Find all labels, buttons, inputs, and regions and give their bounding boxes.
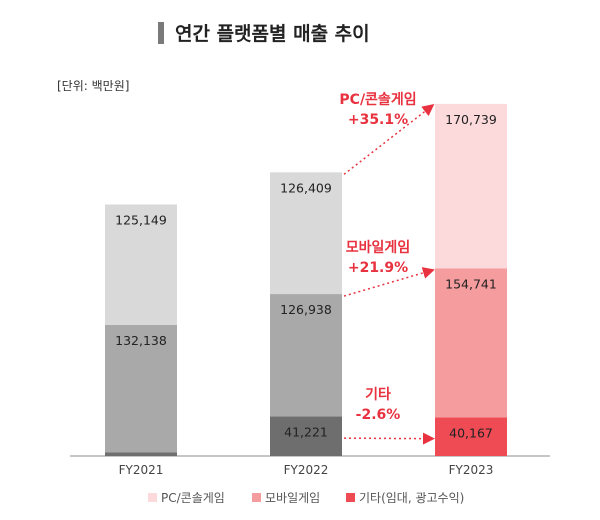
growth-arrow — [343, 432, 435, 445]
legend-label: 모바일게임 — [265, 491, 320, 505]
bar-fy2023-series-2 — [435, 103, 507, 269]
chart-title: 연간 플랫폼별 매출 추이 — [175, 23, 370, 45]
value-label: 132,138 — [115, 333, 167, 348]
legend: PC/콘솔게임 모바일게임 기타(임대, 광고수익) — [148, 491, 464, 505]
value-label: 40,167 — [449, 425, 493, 440]
x-ticks-group: FY2021 FY2022 FY2023 — [119, 463, 494, 477]
bar-fy2021-series-1 — [105, 324, 177, 453]
legend-label: PC/콘솔게임 — [161, 491, 225, 505]
annotation-growth: -2.6% — [356, 407, 401, 423]
bar-fy2022-series-0 — [270, 416, 342, 456]
growth-arrow — [343, 267, 435, 297]
unit-label: [단위: 백만원] — [57, 79, 129, 93]
value-label: 126,409 — [280, 180, 332, 195]
bar-fy2023-series-1 — [435, 268, 507, 418]
bars-group: 3,913132,138125,14941,221126,938126,4094… — [105, 103, 507, 456]
bar-fy2022-series-1 — [270, 294, 342, 417]
x-tick-label: FY2021 — [119, 463, 164, 477]
title-marker — [158, 22, 164, 44]
x-tick-label: FY2023 — [449, 463, 494, 477]
value-label: 170,739 — [445, 112, 497, 127]
value-label: 41,221 — [284, 424, 328, 439]
bar-fy2023-series-0 — [435, 417, 507, 456]
bar-fy2021-series-2 — [105, 204, 177, 325]
annotations-group: PC/콘솔게임 +35.1% 모바일게임 +21.9% 기타 -2.6% — [339, 92, 435, 445]
x-tick-label: FY2022 — [284, 463, 329, 477]
legend-label: 기타(임대, 광고수익) — [359, 491, 464, 505]
value-label: 126,938 — [280, 302, 332, 317]
annotation-label: 기타 — [365, 387, 391, 403]
annotation-growth: +35.1% — [348, 112, 408, 128]
bar-fy2021-series-0 — [105, 452, 177, 456]
legend-swatch — [252, 493, 261, 502]
annotation-growth: +21.9% — [348, 260, 408, 276]
value-label: 125,149 — [115, 212, 167, 227]
annotation-label: PC/콘솔게임 — [339, 92, 416, 108]
bar-fy2022-series-2 — [270, 172, 342, 295]
growth-arrow — [343, 104, 435, 175]
legend-swatch — [346, 493, 355, 502]
legend-swatch — [148, 493, 157, 502]
value-label: 154,741 — [445, 276, 497, 291]
annotation-label: 모바일게임 — [346, 240, 410, 256]
